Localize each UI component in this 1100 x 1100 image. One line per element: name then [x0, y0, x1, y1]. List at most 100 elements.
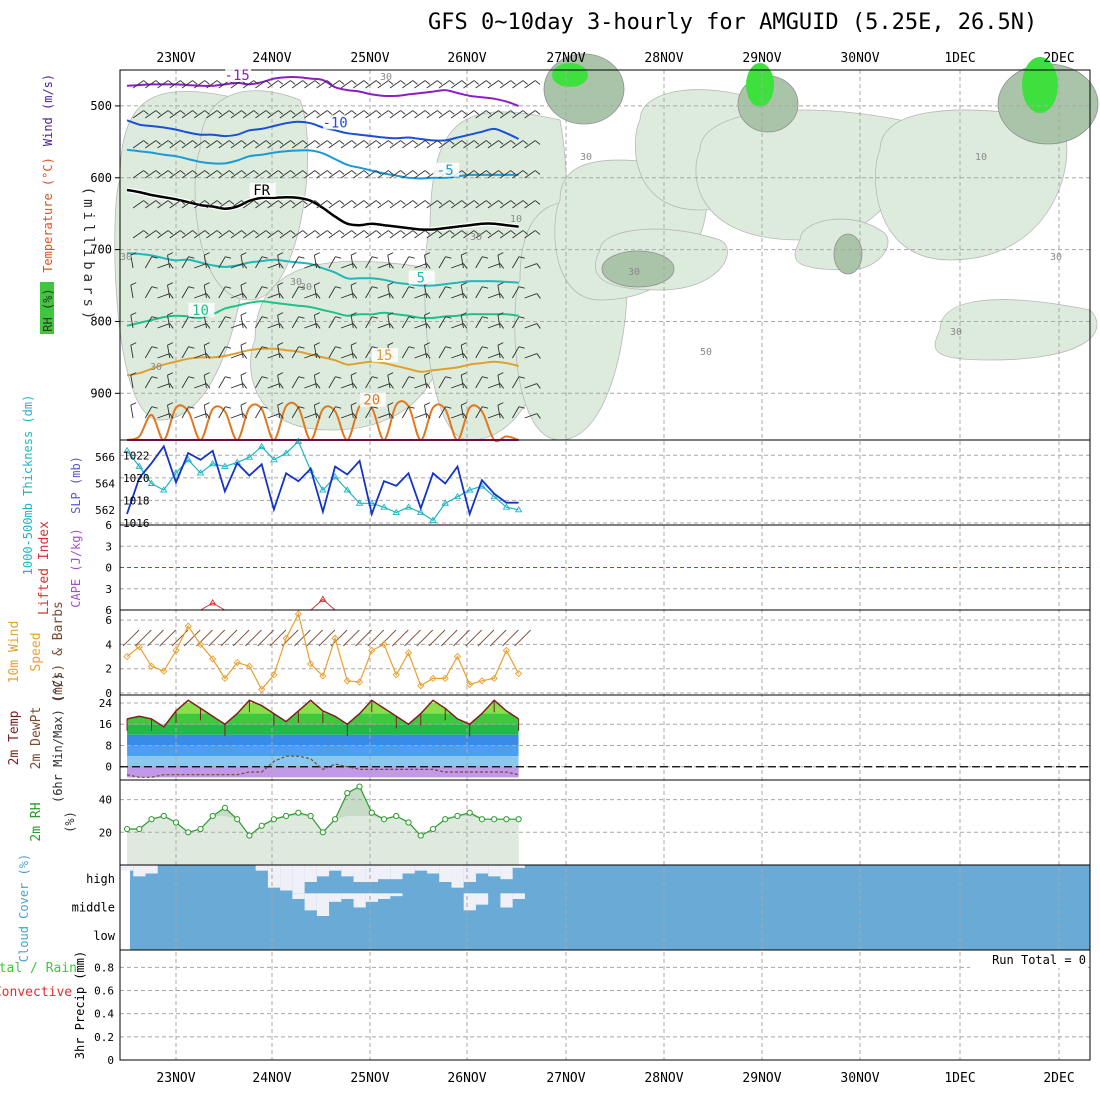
wind-barb	[230, 140, 242, 149]
wind-barb	[230, 383, 244, 389]
cloud-gap-high	[390, 865, 403, 880]
cloud-tick-label: middle	[72, 901, 115, 915]
wind-barb-feather	[169, 263, 174, 269]
wind-barb	[230, 293, 244, 299]
wind-barb-feather	[473, 140, 480, 145]
wind-barb	[487, 170, 499, 179]
wind-barb-feather	[389, 323, 394, 329]
thickness-point	[368, 499, 376, 506]
wind-barb	[451, 263, 464, 269]
wind-barb-feather	[387, 342, 394, 346]
wind-barb-feather	[486, 110, 492, 115]
wind-barb-feather	[400, 230, 406, 235]
wind-barb	[524, 323, 538, 329]
wind-barb-feather	[536, 323, 541, 329]
wind-barb-feather	[242, 263, 248, 269]
wind-barb-feather	[241, 140, 247, 145]
wind-barb	[181, 140, 193, 149]
cloud-gap-middle	[512, 893, 525, 899]
wind-barb-feather	[424, 80, 431, 85]
wind-barb	[255, 170, 267, 179]
wind-barb-feather	[518, 346, 525, 349]
wind-barb-feather	[371, 346, 378, 349]
label-layer: 23NOV 23NOV 24NOV 24NOV 25NOV 25NOV 26NOV 26NOV…	[0, 51, 1088, 1086]
cape-axis-label: CAPE (J/kg)	[69, 528, 83, 607]
wind-barb	[169, 200, 181, 209]
wind-barb-feather	[204, 402, 210, 406]
wind-barb-feather	[535, 230, 541, 235]
wind-barb-feather	[445, 406, 452, 409]
wind-barb	[132, 170, 144, 179]
wind-barb	[328, 80, 340, 89]
wind-barb	[181, 200, 193, 209]
wind-barb-feather	[229, 200, 235, 205]
top-date-label: 23NOV	[156, 51, 195, 66]
wind-barb-feather	[408, 376, 415, 379]
wind-barb	[316, 170, 328, 179]
wind-barb	[451, 353, 464, 359]
wind-barb	[426, 200, 438, 209]
wind-barb	[414, 200, 426, 209]
wind-barb-feather	[350, 252, 357, 256]
isotherm-label--10: -10	[322, 115, 347, 131]
wind-barb-feather	[363, 110, 369, 115]
wind-barb	[277, 345, 281, 359]
wind-barb	[328, 170, 340, 179]
cloud-tick-label: low	[93, 929, 115, 943]
wind-barb	[240, 315, 244, 329]
wind-barb-feather	[316, 293, 321, 299]
wind-barb	[401, 406, 410, 419]
wind-barb	[304, 170, 316, 179]
wind-barb-feather	[290, 140, 296, 145]
wind-barb-feather	[510, 80, 516, 85]
wind-barb	[365, 376, 373, 389]
wind-barb-feather	[314, 342, 320, 346]
rh-contour-label: 30	[628, 267, 640, 278]
wind-barb	[365, 110, 377, 119]
wind-barb-feather	[326, 200, 333, 205]
wind-barb-feather	[229, 170, 235, 175]
wind-speed-point	[319, 672, 327, 680]
panel-bg-precip	[120, 950, 1090, 1060]
wind-barb	[487, 200, 499, 209]
wind-barb-feather	[518, 286, 525, 289]
wind-barb-feather	[169, 353, 174, 359]
wind-barb	[255, 286, 263, 299]
wind-barb	[426, 110, 438, 119]
wind-barb-feather	[204, 342, 210, 346]
wind-speed-point	[135, 643, 143, 651]
temp-tick-label: 24	[99, 697, 113, 710]
wind-barb-feather	[498, 170, 504, 175]
cloud-gap-high	[267, 865, 281, 888]
wind-barb-feather	[473, 230, 480, 235]
wind-barb-feather	[225, 376, 232, 379]
wind-barb	[524, 200, 536, 209]
wind-barb-feather	[388, 140, 394, 145]
li-tick-label: 6	[105, 519, 112, 532]
isotherm-label-bg	[249, 182, 276, 197]
wind-barb	[206, 230, 218, 239]
wind-barb	[365, 406, 373, 419]
isotherm-label-bg	[188, 302, 215, 317]
isotherm-label--5: -5	[437, 163, 454, 179]
wind-barb	[497, 255, 501, 269]
wind-barb-feather	[375, 80, 382, 85]
rh2m-point	[454, 812, 461, 820]
rh2m-point	[331, 816, 339, 823]
wind-barb-feather	[536, 413, 541, 419]
wind-barb-feather	[253, 230, 259, 235]
wind-barb	[414, 413, 427, 419]
wind-barb-feather	[388, 230, 394, 235]
wind-barb-feather	[216, 110, 223, 115]
rh2m-point	[356, 783, 363, 790]
wind-barb-feather	[265, 140, 271, 145]
wind-barb	[365, 200, 377, 209]
wind-barb	[132, 80, 144, 89]
wind-barb-feather	[461, 312, 467, 316]
wind-barb	[475, 110, 487, 119]
wind-barb-feather	[375, 170, 382, 175]
thickness-tick-label: 566	[95, 451, 115, 464]
wind-barb	[206, 170, 218, 179]
wind-barb-feather	[497, 342, 504, 346]
cloud-gap-high	[121, 865, 134, 871]
